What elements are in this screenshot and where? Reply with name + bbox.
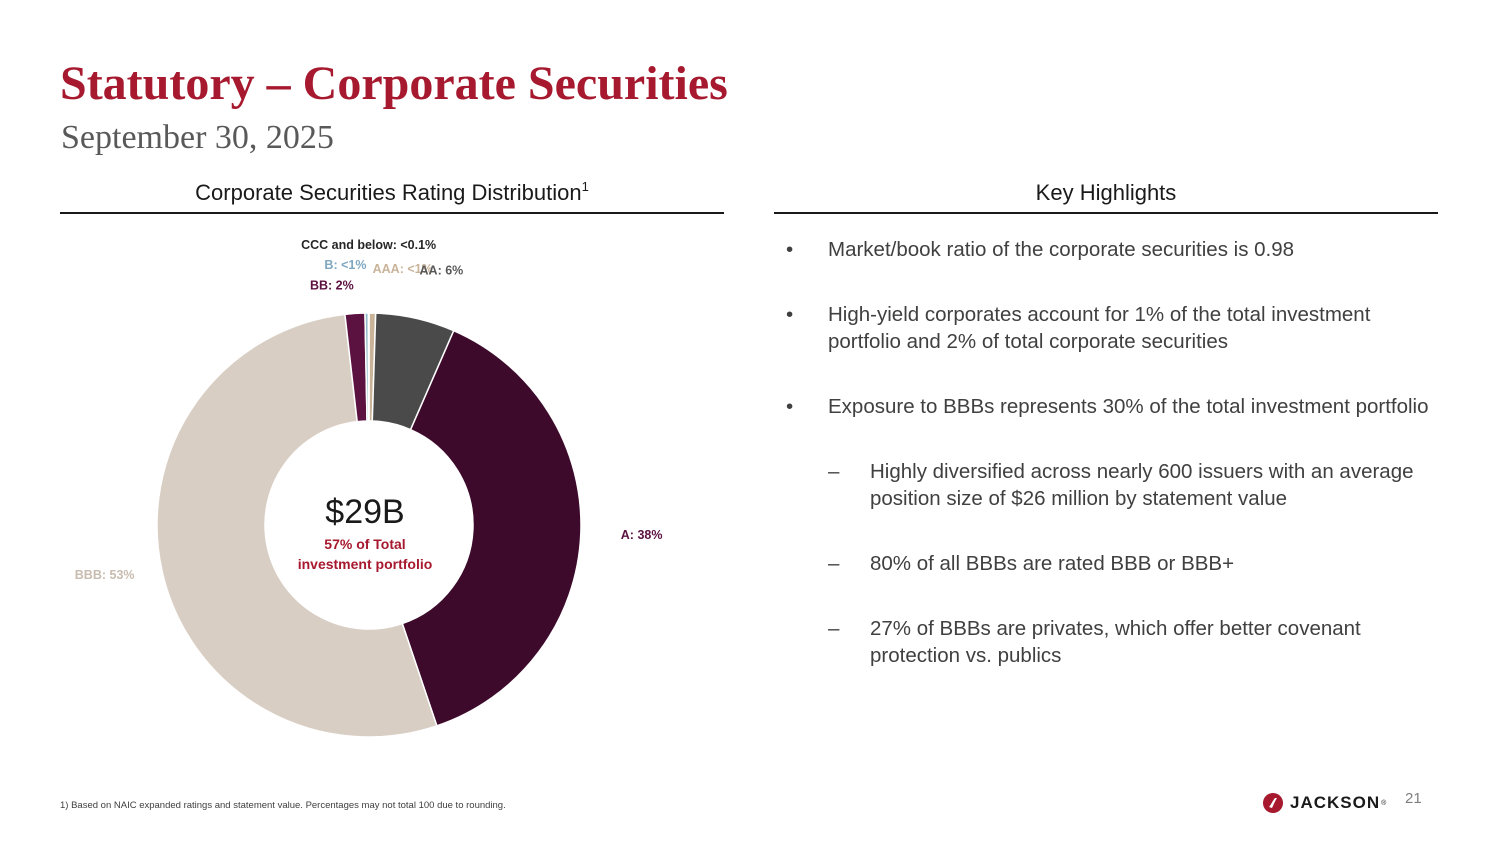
slice-bbb [156,313,438,738]
label-a: A: 38% [621,528,663,542]
highlight-text: Exposure to BBBs represents 30% of the t… [828,395,1429,418]
center-caption-line-2: investment portfolio [298,556,433,572]
highlight-subitem-4: – Highly diversified across nearly 600 is… [786,458,1436,512]
label-bb: BB: 2% [310,279,354,293]
slice-a [401,329,582,727]
highlights-section-heading: Key Highlights [774,178,1438,214]
donut-slices [156,312,582,738]
brand-trademark: ® [1381,799,1387,807]
highlight-bullet-2: • High-yield corporates account for 1% of… [786,301,1436,355]
highlight-text: 27% of BBBs are privates, which offer be… [870,617,1361,667]
highlight-bullet-1: • Market/book ratio of the corporate secu… [786,236,1436,263]
label-b: B: <1% [324,258,366,272]
label-aaa: AAA: <1% [373,262,433,276]
key-highlights-list: • Market/book ratio of the corporate secu… [786,236,1436,707]
dash-marker: – [828,617,840,640]
highlights-heading-text: Key Highlights [1035,180,1177,205]
chart-section-heading: Corporate Securities Rating Distribution… [60,178,724,214]
rating-donut-chart: AAA: <1%AA: 6% A: 38% BBB: 53% BB: 2% B: <1%… [75,238,663,738]
slice-labels: AAA: <1%AA: 6% A: 38% BBB: 53% BB: 2% B: <1%… [75,238,663,582]
bullet-marker: • [786,395,794,418]
label-aa: AA: 6% [420,264,464,278]
bullet-marker: • [786,303,794,326]
brand-name: JACKSON [1290,793,1381,812]
highlight-text: Market/book ratio of the corporate secur… [828,238,1295,261]
jackson-logo: JACKSON ® [1262,790,1386,816]
jackson-logo-icon [1263,793,1283,813]
page-title: Statutory – Corporate Securities [60,57,728,110]
page-date: September 30, 2025 [61,119,334,156]
highlight-text: High-yield corporates account for 1% of … [828,303,1371,353]
highlight-subitem-6: – 27% of BBBs are privates, which offer b… [786,615,1436,669]
label-ccc-and-below: CCC and below: <0.1% [301,238,436,252]
footnote-ref: 1 [581,179,589,194]
highlight-subitem-5: – 80% of all BBBs are rated BBB or BBB+ [786,550,1436,577]
highlight-text: Highly diversified across nearly 600 iss… [870,460,1414,510]
footnote: 1) Based on NAIC expanded ratings and st… [60,800,506,811]
highlight-text: 80% of all BBBs are rated BBB or BBB+ [870,552,1235,575]
chart-heading-text: Corporate Securities Rating Distribution [195,180,582,205]
center-caption-line-1: 57% of Total [324,536,405,552]
dash-marker: – [828,552,840,575]
label-bbb: BBB: 53% [75,568,135,582]
bullet-marker: • [786,238,794,261]
dash-marker: – [828,460,840,483]
highlight-bullet-3: • Exposure to BBBs represents 30% of the … [786,393,1436,420]
page-number: 21 [1405,790,1422,807]
center-value: $29B [325,493,404,531]
slice-ccc-and-below [367,312,370,422]
